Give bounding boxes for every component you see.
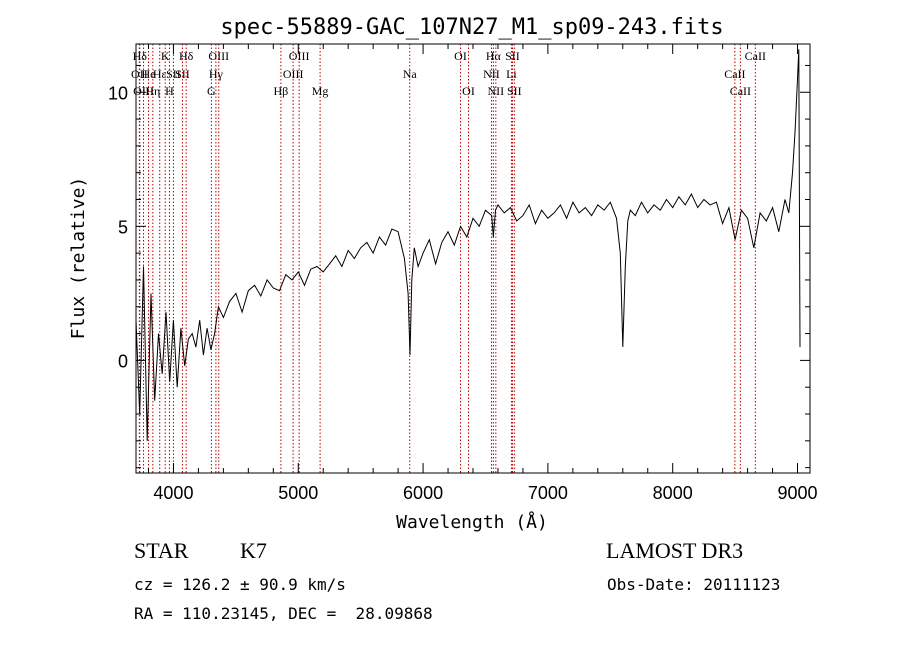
line-label-15: OIII (289, 49, 310, 63)
y-tick-label-0: 0 (118, 351, 128, 371)
line-label-9: Hδ (179, 49, 194, 63)
x-axis-label: Wavelength (Å) (396, 511, 548, 533)
line-label-14: Hβ (274, 84, 289, 98)
line-label-23: NII (483, 67, 500, 81)
line-label-28: CaII (724, 67, 745, 81)
line-label-24: Li (506, 67, 517, 81)
coordinates: RA = 110.23145, DEC = 28.09868 (134, 604, 433, 623)
x-tick-label-2: 6000 (403, 483, 443, 503)
line-label-17: Mg (312, 84, 329, 98)
line-label-18: Na (403, 67, 418, 81)
line-label-25: NII (488, 84, 505, 98)
line-label-12: Hγ (209, 67, 224, 81)
y-tick-label-2: 10 (108, 83, 128, 103)
line-label-27: CaII (745, 49, 766, 63)
line-label-29: CaII (730, 84, 751, 98)
line-label-3: He (141, 67, 155, 81)
x-tick-label-5: 9000 (777, 483, 817, 503)
line-label-6: Hε (153, 67, 167, 81)
line-label-0: Hδ (133, 49, 148, 63)
line-label-13: G (207, 84, 216, 98)
line-label-26: SII (507, 84, 522, 98)
object-class: STAR (134, 538, 189, 563)
line-label-11: OIII (208, 49, 229, 63)
x-tick-label-4: 8000 (653, 483, 693, 503)
line-label-21: Hα (486, 49, 502, 63)
line-label-22: SII (505, 49, 520, 63)
line-label-19: OI (454, 49, 467, 63)
line-label-10: SII (175, 67, 190, 81)
object-subclass: K7 (240, 538, 267, 563)
y-tick-label-1: 5 (118, 217, 128, 237)
chart-title: spec-55889-GAC_107N27_M1_sp09-243.fits (220, 15, 723, 40)
line-label-2: OIII (133, 84, 154, 98)
line-label-16: OIII (283, 67, 304, 81)
x-tick-label-0: 4000 (153, 483, 193, 503)
axis-ticks: 4000 5000 6000 7000 8000 9000 0 5 10 (108, 44, 818, 503)
line-label-4: Hη (145, 84, 160, 98)
y-axis-label: Flux (relative) (68, 177, 89, 340)
line-label-8: H (165, 84, 174, 98)
line-label-5: K (161, 49, 170, 63)
plot-frame (135, 43, 811, 474)
emission-line-markers (138, 44, 756, 473)
redshift-velocity: cz = 126.2 ± 90.9 km/s (134, 575, 346, 594)
observation-date: Obs-Date: 20111123 (607, 575, 781, 594)
x-tick-label-3: 7000 (528, 483, 568, 503)
line-label-1: OII (131, 67, 148, 81)
line-label-7: SII (166, 67, 181, 81)
line-label-20: OI (462, 84, 475, 98)
flux-series-line (135, 49, 801, 441)
x-tick-label-1: 5000 (278, 483, 318, 503)
survey-name: LAMOST DR3 (606, 538, 744, 563)
